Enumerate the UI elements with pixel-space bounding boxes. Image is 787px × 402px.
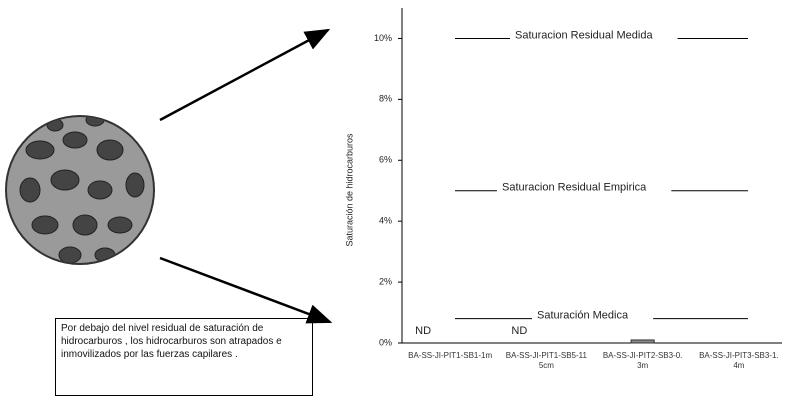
x-tick-label: BA-SS-JI-PIT2-SB3-0.3m bbox=[601, 351, 685, 371]
arrow bbox=[160, 258, 330, 322]
x-tick-label: BA-SS-JI-PIT1-SB1-1m bbox=[408, 351, 492, 361]
y-tick-label: 0% bbox=[379, 337, 392, 347]
reference-label: Saturacion Residual Medida bbox=[515, 29, 653, 41]
reference-label: Saturacion Residual Empirica bbox=[502, 182, 647, 194]
reference-label: Saturación Medica bbox=[537, 310, 629, 322]
note-box: Por debajo del nivel residual de saturac… bbox=[55, 318, 313, 396]
value-label: ND bbox=[415, 325, 431, 337]
x-tick-label: BA-SS-JI-PIT1-SB5-115cm bbox=[504, 351, 588, 371]
y-axis-title: Saturación de hidrocarburos bbox=[344, 133, 354, 247]
page: Saturación de hidrocarburos 0% 2% 4% 6% 8% 10… bbox=[0, 0, 787, 402]
y-tick-label: 4% bbox=[379, 216, 392, 226]
y-tick-label: 8% bbox=[379, 94, 392, 104]
value-label: ND bbox=[511, 325, 527, 337]
y-tick-label: 6% bbox=[379, 155, 392, 165]
y-tick-label: 2% bbox=[379, 276, 392, 286]
bar bbox=[631, 340, 654, 343]
x-tick-label: BA-SS-JI-PIT3-SB3-1.4m bbox=[697, 351, 781, 371]
arrow bbox=[160, 30, 328, 120]
y-tick-label: 10% bbox=[374, 33, 392, 43]
pore-illustration bbox=[6, 114, 154, 264]
